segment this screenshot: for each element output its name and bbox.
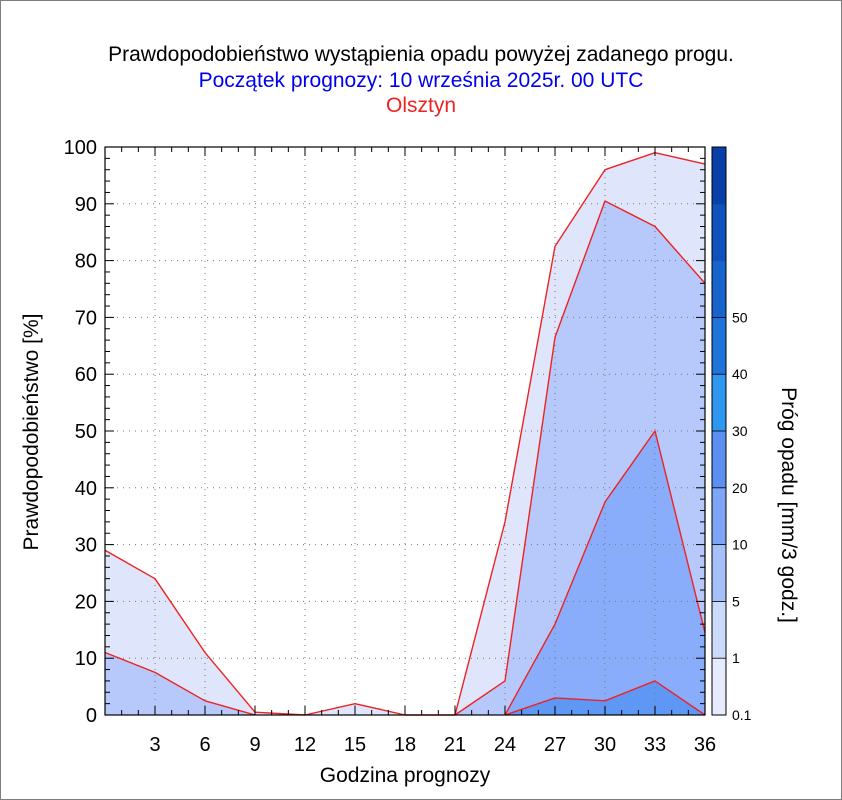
- y-tick-label: 60: [75, 364, 97, 386]
- x-tick-label: 6: [199, 734, 210, 756]
- x-tick-label: 18: [394, 734, 416, 756]
- colorbar-tick-label: 5: [732, 593, 740, 609]
- colorbar-tick-label: 0.1: [732, 707, 752, 723]
- y-tick-label: 80: [75, 251, 97, 273]
- series-line-2: [504, 430, 706, 716]
- colorbar-segment: [712, 317, 726, 375]
- grid-lines: [105, 147, 705, 715]
- x-tick-label: 24: [494, 734, 516, 756]
- y-tick-label: 30: [75, 535, 97, 557]
- y-axis-label: Prawdopodobieństwo [%]: [20, 314, 43, 551]
- x-tick-label: 3: [149, 734, 160, 756]
- colorbar-segment: [712, 601, 726, 659]
- chart-subtitle: Początek prognozy: 10 września 2025r. 00…: [198, 69, 644, 92]
- area-threshold-1: [105, 200, 705, 715]
- colorbar-segment: [712, 658, 726, 716]
- y-tick-label: 20: [75, 591, 97, 613]
- colorbar-segment: [712, 487, 726, 546]
- y-tick-label: 100: [64, 137, 97, 159]
- colorbar-tick-label: 40: [732, 366, 748, 382]
- x-tick-label: 12: [294, 734, 316, 756]
- x-tick-label: 27: [544, 734, 566, 756]
- x-tick-label: 21: [444, 734, 466, 756]
- colorbar-tick-label: 50: [732, 309, 748, 325]
- series-line-3: [504, 680, 706, 716]
- chart-location: Olsztyn: [385, 94, 456, 117]
- colorbar-segment: [712, 260, 726, 318]
- y-tick-label: 40: [75, 478, 97, 500]
- axes: 3 6 9 12 15 18 21 24 27 30 33 360102030405060708090…: [64, 137, 717, 756]
- colorbar-segment: [712, 431, 726, 489]
- colorbar-tick-label: 30: [732, 423, 748, 439]
- area-threshold-2: [105, 431, 705, 715]
- colorbar-label: Próg opadu [mm/3 godz.]: [777, 387, 800, 623]
- colorbar-segment: [712, 203, 726, 262]
- colorbar-segment: [712, 374, 726, 432]
- x-tick-label: 33: [644, 734, 666, 756]
- y-tick-label: 0: [86, 705, 97, 727]
- colorbar: 0.1 1 5 10 20 30 40 50: [711, 146, 752, 723]
- x-tick-label: 30: [594, 734, 616, 756]
- colorbar-tick-label: 20: [732, 480, 748, 496]
- colorbar-segment: [712, 544, 726, 602]
- series-line-1: [104, 200, 706, 716]
- x-tick-label: 15: [344, 734, 366, 756]
- chart-title: Prawdopodobieństwo wystąpienia opadu pow…: [108, 43, 734, 66]
- x-axis-label: Godzina prognozy: [320, 764, 491, 787]
- y-tick-label: 70: [75, 307, 97, 329]
- colorbar-segment: [712, 147, 726, 205]
- y-tick-label: 50: [75, 421, 97, 443]
- x-tick-label: 9: [249, 734, 260, 756]
- y-tick-label: 90: [75, 194, 97, 216]
- y-tick-label: 10: [75, 648, 97, 670]
- colorbar-tick-label: 1: [732, 650, 740, 666]
- colorbar-tick-label: 10: [732, 537, 748, 553]
- x-tick-label: 36: [694, 734, 716, 756]
